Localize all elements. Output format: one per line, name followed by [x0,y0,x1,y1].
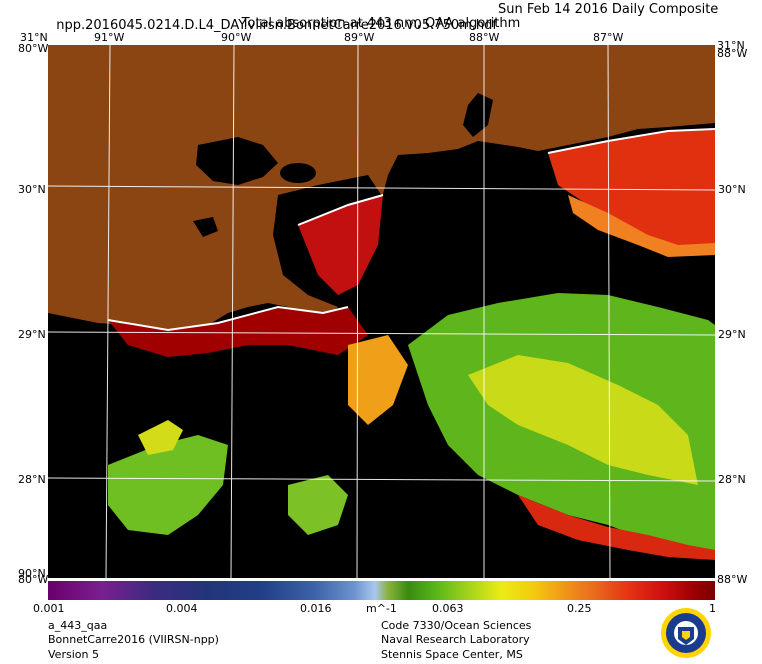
lake-borgne [280,163,316,183]
lat-label-29n-left: 29°N [18,328,46,341]
lon-label-88w: 88°W [469,31,500,44]
river-inlet [463,93,493,137]
corner-tr-lat: 31°N [717,39,745,52]
lon-label-87w: 87°W [593,31,624,44]
corner-bl-lat: 90°N [18,567,46,580]
lon-label-89w: 89°W [344,31,375,44]
lat-label-29n-right: 29°N [718,328,746,341]
corner-tl-lon: 80°W [18,42,49,55]
footer-org-name: Naval Research Laboratory [381,633,530,646]
mobile-orange [568,195,715,257]
graticule [48,45,715,578]
corner-bl-lon: 80°W [18,573,49,586]
corner-br-lon: 88°W [717,573,748,586]
lat-label-28n-left: 28°N [18,473,46,486]
offshore-yellow [468,355,698,485]
delta-plume [298,195,383,295]
mid-green-patch [288,475,348,535]
cbar-units: m^-1 [366,602,397,615]
cbar-tick-2: 0.016 [300,602,332,615]
footer-region: BonnetCarre2016 (VIIRSN-npp) [48,633,219,646]
cbar-tick-5: 1 [709,602,716,615]
cbar-tick-4: 0.25 [567,602,592,615]
composite-date: Sun Feb 14 2016 Daily Composite [498,2,719,17]
cbar-tick-1: 0.004 [166,602,198,615]
file-name: npp.2016045.0214.D.L4_DAY.viirsn.BonnetC… [56,18,497,33]
coastline [107,128,715,332]
lon-label-91w: 91°W [94,31,125,44]
west-green-patch [108,435,228,535]
corner-tl-lat: 31°N [20,31,48,44]
footer-product-code: a_443_qaa [48,619,108,632]
map-canvas [48,45,715,578]
lat-label-28n-right: 28°N [718,473,746,486]
product-title: Total absorption at 443 nm, QAA algorith… [241,16,521,31]
header-line-1: npp.2016045.0214.D.L4_DAY.viirsn.BonnetC… [48,2,762,50]
lon-label-90w: 90°W [221,31,252,44]
south-red-edge [518,495,715,560]
cbar-tick-0: 0.001 [33,602,65,615]
cbar-tick-3: 0.063 [432,602,464,615]
satellite-map [48,45,715,578]
corner-tr-lon: 88°W [717,47,748,60]
footer-version: Version 5 [48,648,99,661]
lake-small [193,217,218,237]
lat-label-30n-right: 30°N [718,183,746,196]
footer-org-code: Code 7330/Ocean Sciences [381,619,532,632]
coastal-red-plume [108,307,368,357]
central-orange [348,335,408,425]
west-yellow-patch [138,420,183,455]
lat-label-30n-left: 30°N [18,183,46,196]
color-scale-bar [48,581,715,600]
footer-org-location: Stennis Space Center, MS [381,648,523,661]
nrl-seal-icon [661,608,711,658]
lake-pontchartrain [196,137,278,185]
